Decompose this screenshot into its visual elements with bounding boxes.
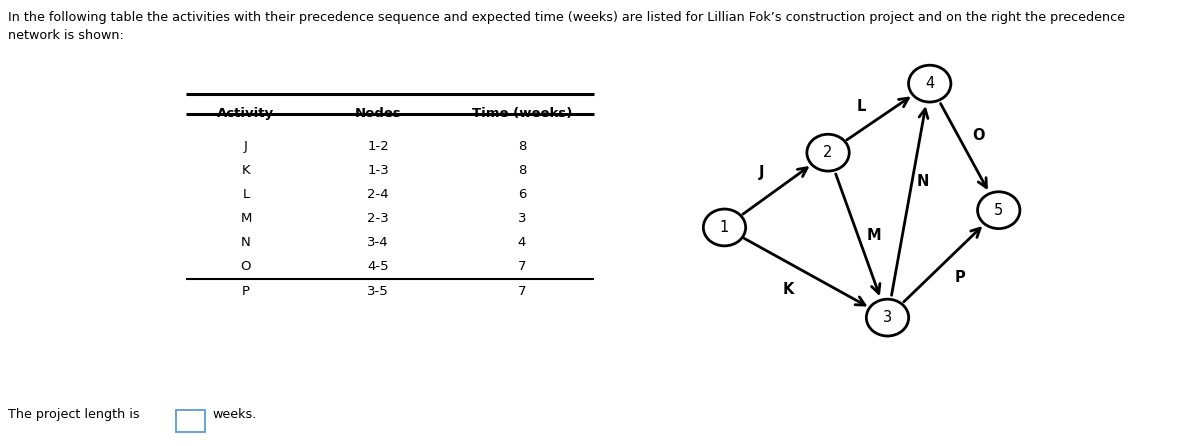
Text: 5: 5 xyxy=(994,202,1003,218)
Text: 1: 1 xyxy=(720,220,730,235)
Text: K: K xyxy=(784,282,794,297)
Text: 3: 3 xyxy=(883,310,892,325)
Text: 8: 8 xyxy=(518,140,526,153)
Text: 3-4: 3-4 xyxy=(367,236,389,249)
Text: 7: 7 xyxy=(517,285,527,297)
Text: 2-3: 2-3 xyxy=(367,212,389,225)
Ellipse shape xyxy=(908,65,950,102)
Text: 7: 7 xyxy=(517,260,527,273)
Text: P: P xyxy=(955,270,966,285)
Text: 8: 8 xyxy=(518,164,526,177)
Text: 2: 2 xyxy=(823,145,833,160)
Text: M: M xyxy=(240,212,252,225)
Text: L: L xyxy=(242,188,250,201)
Text: O: O xyxy=(972,128,985,143)
Text: weeks.: weeks. xyxy=(212,409,257,421)
Ellipse shape xyxy=(806,134,850,171)
Text: Nodes: Nodes xyxy=(355,107,401,120)
Text: M: M xyxy=(866,227,881,243)
Ellipse shape xyxy=(703,209,745,246)
FancyBboxPatch shape xyxy=(176,410,205,432)
Text: 3: 3 xyxy=(517,212,527,225)
Text: 6: 6 xyxy=(518,188,526,201)
Text: P: P xyxy=(242,285,250,297)
Text: The project length is: The project length is xyxy=(8,409,140,421)
Text: O: O xyxy=(241,260,251,273)
Text: L: L xyxy=(857,99,866,114)
Text: Time (weeks): Time (weeks) xyxy=(472,107,572,120)
Text: J: J xyxy=(244,140,248,153)
Ellipse shape xyxy=(866,299,908,336)
Text: 2-4: 2-4 xyxy=(367,188,389,201)
Text: K: K xyxy=(241,164,251,177)
Text: In the following table the activities with their precedence sequence and expecte: In the following table the activities wi… xyxy=(8,11,1126,24)
Text: 1-3: 1-3 xyxy=(367,164,389,177)
Text: Activity: Activity xyxy=(217,107,275,120)
Text: J: J xyxy=(758,165,764,180)
Text: N: N xyxy=(917,174,929,189)
Text: 4: 4 xyxy=(518,236,526,249)
Text: N: N xyxy=(241,236,251,249)
Ellipse shape xyxy=(978,192,1020,229)
Text: 4-5: 4-5 xyxy=(367,260,389,273)
Text: network is shown:: network is shown: xyxy=(8,29,125,42)
Text: 4: 4 xyxy=(925,76,935,91)
Text: 1-2: 1-2 xyxy=(367,140,389,153)
Text: 3-5: 3-5 xyxy=(367,285,389,297)
